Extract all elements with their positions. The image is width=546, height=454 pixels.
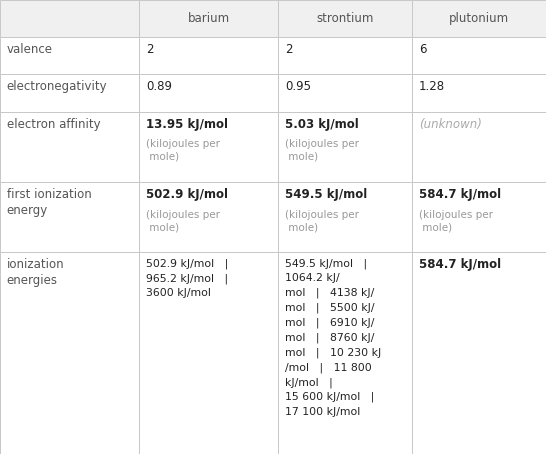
Bar [139, 182, 278, 252]
Text: (kilojoules per
 mole): (kilojoules per mole) [419, 210, 493, 232]
Text: 2: 2 [285, 43, 293, 56]
Text: (kilojoules per
 mole): (kilojoules per mole) [146, 139, 220, 162]
Text: 13.95 kJ/mol: 13.95 kJ/mol [146, 118, 228, 131]
Bar [412, 0, 546, 37]
Text: strontium: strontium [317, 12, 374, 25]
Bar [412, 112, 546, 182]
Bar [139, 37, 278, 74]
Bar [139, 74, 278, 112]
Bar [278, 37, 412, 74]
Bar [278, 252, 412, 454]
Text: (kilojoules per
 mole): (kilojoules per mole) [146, 210, 220, 232]
Text: 2: 2 [146, 43, 153, 56]
Text: valence: valence [7, 43, 52, 56]
Bar [139, 252, 278, 454]
Bar [0, 112, 139, 182]
Text: first ionization
energy: first ionization energy [7, 188, 91, 217]
Text: 5.03 kJ/mol: 5.03 kJ/mol [285, 118, 359, 131]
Bar [139, 112, 278, 182]
Bar [0, 182, 139, 252]
Text: 502.9 kJ/mol   |
965.2 kJ/mol   |
3600 kJ/mol: 502.9 kJ/mol | 965.2 kJ/mol | 3600 kJ/mo… [146, 258, 228, 298]
Text: 0.89: 0.89 [146, 80, 172, 94]
Bar [412, 37, 546, 74]
Bar [0, 252, 139, 454]
Text: (kilojoules per
 mole): (kilojoules per mole) [285, 210, 359, 232]
Text: electron affinity: electron affinity [7, 118, 100, 131]
Text: 0.95: 0.95 [285, 80, 311, 94]
Bar [278, 182, 412, 252]
Text: (kilojoules per
 mole): (kilojoules per mole) [285, 139, 359, 162]
Text: 584.7 kJ/mol: 584.7 kJ/mol [419, 188, 501, 201]
Bar [278, 112, 412, 182]
Bar [412, 252, 546, 454]
Text: 584.7 kJ/mol: 584.7 kJ/mol [419, 258, 501, 271]
Text: plutonium: plutonium [449, 12, 509, 25]
Text: 6: 6 [419, 43, 426, 56]
Bar [412, 74, 546, 112]
Bar [278, 0, 412, 37]
Text: ionization
energies: ionization energies [7, 258, 64, 287]
Bar [139, 0, 278, 37]
Bar [0, 74, 139, 112]
Bar [412, 182, 546, 252]
Text: 549.5 kJ/mol: 549.5 kJ/mol [285, 188, 367, 201]
Text: electronegativity: electronegativity [7, 80, 107, 94]
Text: barium: barium [188, 12, 230, 25]
Text: 549.5 kJ/mol   |
1064.2 kJ/
mol   |   4138 kJ/
mol   |   5500 kJ/
mol   |   6910: 549.5 kJ/mol | 1064.2 kJ/ mol | 4138 kJ/… [285, 258, 381, 417]
Text: (unknown): (unknown) [419, 118, 482, 131]
Text: 502.9 kJ/mol: 502.9 kJ/mol [146, 188, 228, 201]
Bar [0, 0, 139, 37]
Text: 1.28: 1.28 [419, 80, 445, 94]
Bar [0, 37, 139, 74]
Bar [278, 74, 412, 112]
